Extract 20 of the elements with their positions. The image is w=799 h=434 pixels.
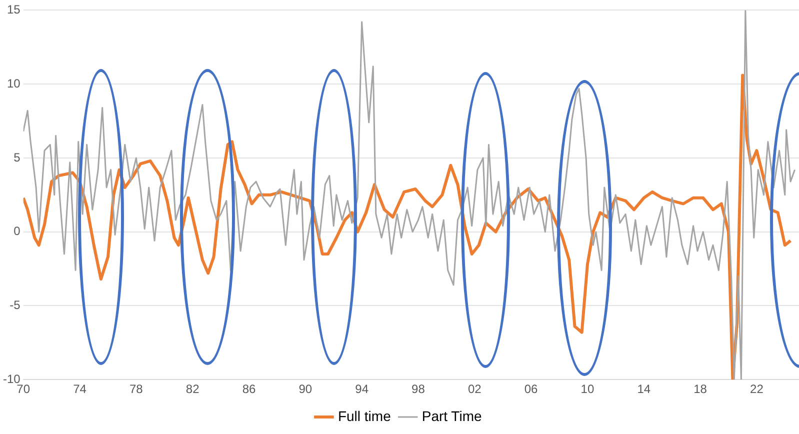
y-tick-label: 5: [14, 150, 21, 164]
x-tick-label: 02: [468, 382, 482, 396]
x-tick-label: 90: [298, 382, 312, 396]
y-tick-label: -5: [10, 298, 21, 312]
y-tick-label: 10: [6, 76, 21, 90]
y-tick-label: 15: [6, 2, 21, 17]
x-tick-label: 94: [355, 382, 369, 396]
x-tick-label: 14: [637, 382, 651, 396]
legend-label: Part Time: [422, 408, 482, 424]
x-tick-label: 10: [580, 382, 594, 396]
x-tick-label: 82: [186, 382, 200, 396]
x-tick-label: 22: [750, 382, 764, 396]
x-tick-label: 78: [129, 382, 144, 396]
legend-label: Full time: [338, 408, 392, 424]
y-tick-label: 0: [14, 224, 21, 238]
x-tick-label: 74: [73, 382, 87, 396]
x-tick-label: 18: [694, 382, 708, 396]
x-tick-label: 86: [242, 382, 256, 396]
x-tick-label: 98: [412, 382, 426, 396]
x-tick-label: 06: [524, 382, 538, 396]
